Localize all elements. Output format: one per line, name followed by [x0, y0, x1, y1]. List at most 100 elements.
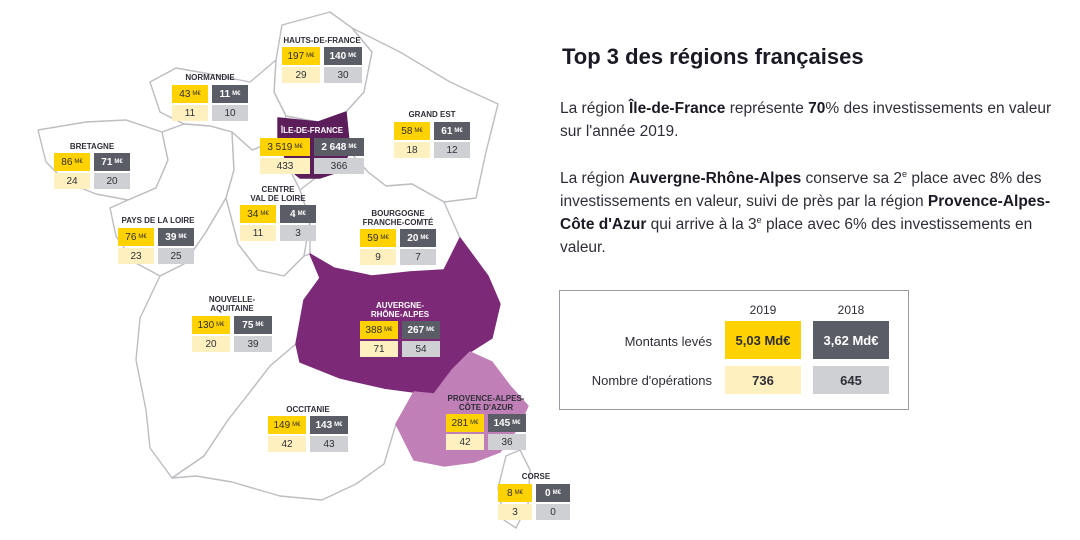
summary-amount-2018: 3,62 Md€	[813, 321, 889, 359]
region-amount-2019-value: 3 519	[267, 141, 293, 153]
region-amount-2018-value: 75	[242, 319, 254, 331]
region-label-bretagne: BRETAGNE	[69, 142, 115, 151]
region-operations-2019-value: 24	[66, 175, 78, 187]
region-amount-2018-value: 4	[290, 208, 296, 220]
amount-unit: M€	[292, 422, 301, 428]
region-amount-2019-value: 76	[125, 231, 137, 243]
summary-year-2019: 2019	[749, 303, 777, 317]
amount-unit: M€	[260, 211, 269, 217]
region-label-grand-est: GRAND EST	[408, 110, 456, 119]
amount-unit: M€	[74, 159, 83, 165]
region-label-pays-de-la-loire: PAYS DE LA LOIRE	[121, 216, 195, 225]
region-stats-auvergne-rhone-alpes: 388 M€ 267 M€ 71 54	[360, 321, 440, 357]
region-amount-2018-value: 0	[545, 487, 551, 499]
region-amount-2019-centre-val-de-loire: 34 M€	[240, 205, 276, 223]
region-operations-2018-provence-alpes-cote-dazur: 36	[488, 434, 526, 450]
region-operations-2018-grand-est: 12	[434, 142, 470, 158]
region-stats-nouvelle-aquitaine: 130 M€ 75 M€ 20 39	[192, 316, 272, 352]
region-amount-2018-value: 71	[101, 156, 113, 168]
summary-table: 2019 2018 Montants levés 5,03 Md€ 3,62 M…	[559, 290, 909, 410]
summary-label-operations: Nombre d'opérations	[591, 373, 712, 388]
intro-paragraph-ile-de-france: La région Île-de-France représente 70% d…	[560, 100, 1052, 140]
intro-paragraph-rankings: La région Auvergne-Rhône-Alpes conserve …	[560, 168, 1051, 256]
region-amount-2019-value: 281	[451, 417, 469, 429]
region-operations-2019-auvergne-rhone-alpes: 71	[360, 341, 398, 357]
region-stats-centre-val-de-loire: 34 M€ 4 M€ 11 3	[240, 205, 316, 241]
region-label-occitanie: OCCITANIE	[286, 405, 330, 414]
region-amount-2018-normandie: 11 M€	[212, 85, 248, 103]
region-amount-2019-nouvelle-aquitaine: 130 M€	[192, 316, 230, 334]
region-stats-provence-alpes-cote-dazur: 281 M€ 145 M€ 42 36	[446, 414, 526, 450]
region-amount-2018-value: 39	[165, 231, 177, 243]
region-operations-2018-value: 0	[550, 506, 556, 518]
region-amount-2018-bretagne: 71 M€	[94, 153, 130, 171]
region-amount-2019-corse: 8 M€	[498, 484, 532, 502]
region-operations-2018-value: 43	[323, 438, 335, 450]
region-operations-2018-centre-val-de-loire: 3	[280, 225, 316, 241]
region-amount-2018-grand-est: 61 M€	[434, 122, 470, 140]
amount-unit: M€	[348, 144, 357, 150]
amount-unit: M€	[178, 234, 187, 240]
region-operations-2019-ile-de-france: 433	[260, 158, 310, 174]
region-amount-2019-value: 34	[247, 208, 259, 220]
region-amount-2018-centre-val-de-loire: 4 M€	[280, 205, 316, 223]
region-amount-2019-ile-de-france: 3 519 M€	[260, 138, 310, 156]
region-amount-2019-bourgogne-franche-comte: 59 M€	[360, 229, 396, 247]
region-operations-2018-value: 30	[337, 69, 349, 81]
region-amount-2019-value: 130	[197, 319, 215, 331]
amount-unit: M€	[232, 91, 241, 97]
region-operations-2018-value: 3	[295, 227, 301, 239]
region-operations-2019-hauts-de-france: 29	[282, 67, 320, 83]
region-label-provence-alpes-cote-dazur: PROVENCE-ALPES- CÔTE D'AZUR	[447, 394, 525, 412]
amount-unit: M€	[297, 211, 306, 217]
region-operations-2019-bourgogne-franche-comte: 9	[360, 249, 396, 265]
region-amount-2018-bourgogne-franche-comte: 20 M€	[400, 229, 436, 247]
region-amount-2018-ile-de-france: 2 648 M€	[314, 138, 364, 156]
region-amount-2018-occitanie: 143 M€	[310, 416, 348, 434]
region-label-hauts-de-france: HAUTS-DE-FRANCE	[283, 36, 361, 45]
amount-unit: M€	[380, 235, 389, 241]
region-operations-2018-nouvelle-aquitaine: 39	[234, 336, 272, 352]
region-operations-2018-corse: 0	[536, 504, 570, 520]
region-amount-2018-value: 61	[441, 125, 453, 137]
region-operations-2019-normandie: 11	[172, 105, 208, 121]
region-amount-2018-value: 20	[407, 232, 419, 244]
region-amount-2019-auvergne-rhone-alpes: 388 M€	[360, 321, 398, 339]
region-amount-2019-value: 86	[61, 156, 73, 168]
region-label-auvergne-rhone-alpes: AUVERGNE- RHÔNE-ALPES	[370, 301, 430, 319]
region-operations-2018-value: 25	[170, 250, 182, 262]
summary-label-amounts: Montants levés	[624, 334, 712, 349]
region-operations-2018-occitanie: 43	[310, 436, 348, 452]
summary-operations-2018: 645	[813, 366, 889, 394]
amount-unit: M€	[426, 327, 435, 333]
region-amount-2019-value: 197	[287, 50, 305, 62]
amount-unit: M€	[420, 235, 429, 241]
region-operations-2019-value: 3	[512, 506, 518, 518]
region-operations-2019-value: 18	[406, 144, 418, 156]
region-amount-2018-nouvelle-aquitaine: 75 M€	[234, 316, 272, 334]
region-stats-bourgogne-franche-comte: 59 M€ 20 M€ 9 7	[360, 229, 436, 265]
region-operations-2019-corse: 3	[498, 504, 532, 520]
region-amount-2018-value: 145	[493, 417, 511, 429]
region-amount-2019-value: 8	[507, 487, 513, 499]
region-stats-pays-de-la-loire: 76 M€ 39 M€ 23 25	[118, 228, 194, 264]
region-amount-2019-value: 43	[179, 88, 191, 100]
region-operations-2019-value: 23	[130, 250, 142, 262]
region-amount-2018-value: 11	[219, 88, 231, 100]
region-amount-2019-provence-alpes-cote-dazur: 281 M€	[446, 414, 484, 432]
region-operations-2019-value: 29	[295, 69, 307, 81]
region-operations-2018-normandie: 10	[212, 105, 248, 121]
region-operations-2019-value: 20	[205, 338, 217, 350]
amount-unit: M€	[192, 91, 201, 97]
region-operations-2019-value: 9	[375, 251, 381, 263]
amount-unit: M€	[216, 322, 225, 328]
region-operations-2018-auvergne-rhone-alpes: 54	[402, 341, 440, 357]
region-amount-2018-value: 143	[315, 419, 333, 431]
region-amount-2018-value: 140	[329, 50, 347, 62]
region-operations-2018-pays-de-la-loire: 25	[158, 248, 194, 264]
region-operations-2018-value: 36	[501, 436, 513, 448]
amount-unit: M€	[255, 322, 264, 328]
region-amount-2019-value: 388	[365, 324, 383, 336]
region-operations-2018-value: 54	[415, 343, 427, 355]
summary-amount-2019: 5,03 Md€	[725, 321, 801, 359]
